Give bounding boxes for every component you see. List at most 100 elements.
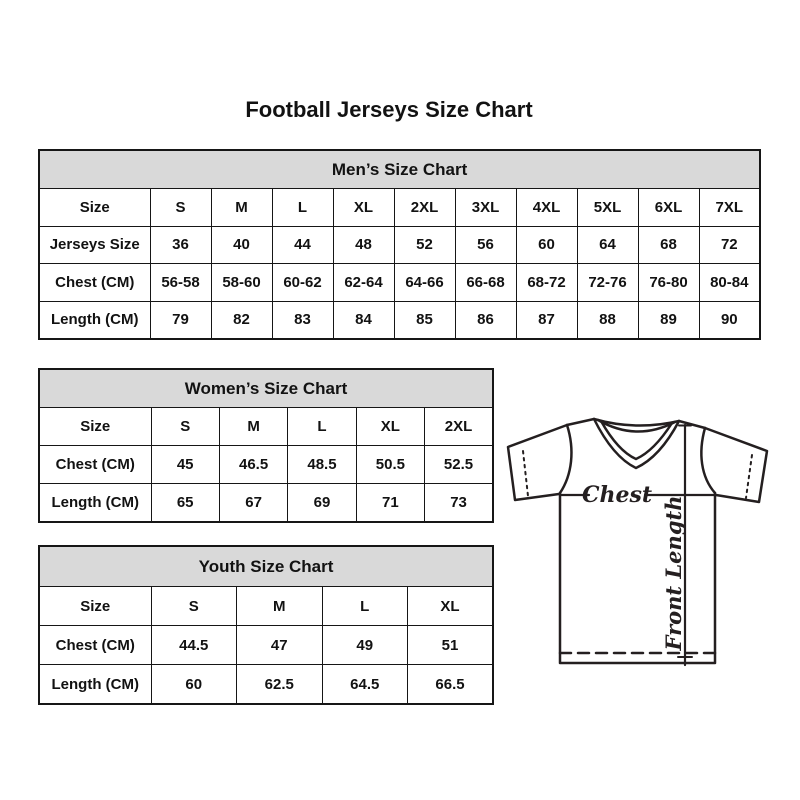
value-cell: 66-68 (454, 263, 517, 302)
value-cell: 66.5 (407, 664, 494, 705)
value-cell: L (287, 407, 357, 446)
value-cell: S (150, 586, 237, 626)
value-cell: 65 (150, 483, 220, 523)
value-cell: 73 (424, 483, 494, 523)
womens-table-title: Women’s Size Chart (38, 368, 494, 408)
value-cell: 5XL (576, 188, 639, 227)
value-cell: M (236, 586, 323, 626)
value-cell: 62-64 (332, 263, 395, 302)
value-cell: 87 (515, 300, 578, 340)
value-cell: XL (355, 407, 426, 446)
value-cell: 60 (515, 225, 578, 264)
jersey-left-shoulder-line (565, 417, 596, 427)
value-cell: 44 (271, 225, 334, 264)
value-cell: 71 (355, 483, 426, 523)
value-cell: M (218, 407, 289, 446)
value-cell: 44.5 (150, 625, 237, 665)
value-cell: 40 (210, 225, 273, 264)
jersey-measurement-diagram: Chest Front Length (495, 405, 780, 685)
value-cell: S (149, 188, 212, 227)
value-cell: 4XL (515, 188, 578, 227)
right-cuff-stitch-dotted-line (745, 454, 753, 499)
page-title: Football Jerseys Size Chart (245, 97, 533, 122)
value-cell: 84 (332, 300, 395, 340)
row-label-cell: Jerseys Size (38, 225, 151, 264)
value-cell: 62.5 (236, 664, 323, 705)
value-cell: 49 (321, 625, 408, 665)
value-cell: S (150, 407, 220, 446)
row-label-cell: Size (38, 407, 152, 446)
value-cell: XL (407, 586, 494, 626)
row-label-cell: Length (CM) (38, 300, 151, 340)
collar-top-arc-inner (596, 418, 677, 433)
value-cell: 52 (393, 225, 456, 264)
jersey-left-armhole-seam (558, 423, 573, 495)
value-cell: 82 (210, 300, 273, 340)
jersey-right-armhole-seam (700, 426, 717, 495)
jersey-left-sleeve-outline (506, 423, 569, 502)
row-label-cell: Chest (CM) (38, 445, 152, 484)
value-cell: 7XL (698, 188, 761, 227)
collar-v-inner (599, 419, 674, 461)
value-cell: 58-60 (210, 263, 273, 302)
row-label-cell: Length (CM) (38, 664, 152, 705)
value-cell: 85 (393, 300, 456, 340)
row-label-cell: Size (38, 586, 152, 626)
table-row: Length (CM) 65 67 69 71 73 (38, 483, 494, 523)
value-cell: 47 (236, 625, 323, 665)
collar-v-outer (592, 417, 681, 470)
jersey-body-outline (558, 491, 717, 665)
value-cell: 90 (698, 300, 761, 340)
value-cell: XL (332, 188, 395, 227)
table-row: Length (CM) 60 62.5 64.5 66.5 (38, 664, 494, 705)
value-cell: 48.5 (287, 445, 357, 484)
value-cell: 86 (454, 300, 517, 340)
table-row: Length (CM) 79 82 83 84 85 86 87 88 89 90 (38, 300, 761, 340)
value-cell: 36 (149, 225, 212, 264)
value-cell: 50.5 (355, 445, 426, 484)
value-cell: 45 (150, 445, 220, 484)
womens-size-table: Women’s Size Chart Size S M L XL 2XL Chest (CM… (38, 368, 494, 523)
value-cell: 60 (150, 664, 237, 705)
value-cell: 64 (576, 225, 639, 264)
value-cell: 80-84 (698, 263, 761, 302)
value-cell: 6XL (637, 188, 700, 227)
table-row: Size S M L XL 2XL (38, 407, 494, 446)
value-cell: 56 (454, 225, 517, 264)
table-row: Size S M L XL (38, 586, 494, 626)
jersey-right-shoulder-line (677, 419, 707, 430)
mens-size-table: Men’s Size Chart Size S M L XL 2XL 3XL 4XL 5XL 6X… (38, 149, 762, 340)
table-header-row: Women’s Size Chart (38, 368, 494, 408)
table-row: Size S M L XL 2XL 3XL 4XL 5XL 6XL 7XL (38, 188, 761, 227)
value-cell: 68-72 (515, 263, 578, 302)
value-cell: L (271, 188, 334, 227)
table-row: Chest (CM) 44.5 47 49 51 (38, 625, 494, 665)
value-cell: 68 (637, 225, 700, 264)
row-label-cell: Chest (CM) (38, 263, 151, 302)
value-cell: 64.5 (321, 664, 408, 705)
value-cell: 69 (287, 483, 357, 523)
row-label-cell: Size (38, 188, 151, 227)
row-label-cell: Length (CM) (38, 483, 152, 523)
left-cuff-stitch-dotted-line (522, 450, 529, 497)
value-cell: 52.5 (424, 445, 494, 484)
mens-table-title: Men’s Size Chart (38, 149, 761, 189)
value-cell: 88 (576, 300, 639, 340)
youth-size-table: Youth Size Chart Size S M L XL Chest (CM) 44.5… (38, 545, 495, 705)
chest-label: Chest (582, 482, 652, 508)
value-cell: 67 (218, 483, 289, 523)
table-row: Chest (CM) 45 46.5 48.5 50.5 52.5 (38, 445, 494, 484)
value-cell: 79 (149, 300, 212, 340)
table-header-row: Youth Size Chart (38, 545, 494, 587)
value-cell: M (210, 188, 273, 227)
row-label-cell: Chest (CM) (38, 625, 152, 665)
value-cell: L (321, 586, 408, 626)
value-cell: 64-66 (393, 263, 456, 302)
value-cell: 51 (407, 625, 494, 665)
value-cell: 60-62 (271, 263, 334, 302)
value-cell: 72-76 (576, 263, 639, 302)
jersey-right-sleeve-outline (703, 426, 769, 504)
value-cell: 46.5 (218, 445, 289, 484)
value-cell: 72 (698, 225, 761, 264)
value-cell: 48 (332, 225, 395, 264)
